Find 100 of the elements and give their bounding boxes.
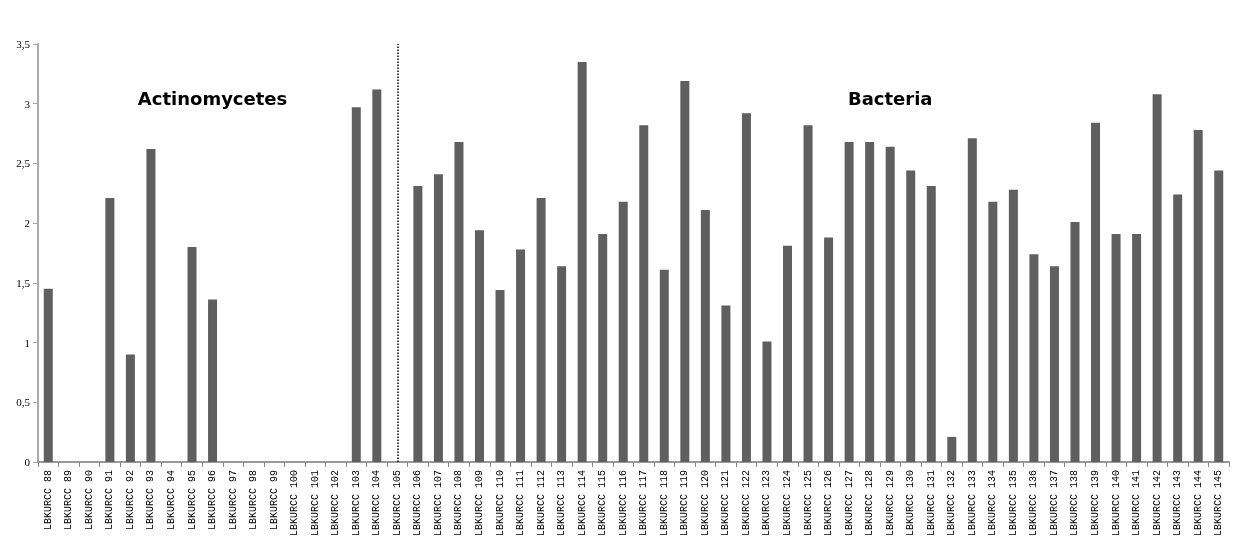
x-tick-label: LBKURCC 131 [925,470,937,537]
bar [125,354,135,462]
bar [433,174,443,462]
bar [495,290,505,462]
bar [1049,266,1059,462]
x-tick-label: LBKURCC 143 [1172,470,1184,537]
x-tick-label: LBKURCC 99 [268,470,280,531]
x-tick-label: LBKURCC 107 [432,470,444,537]
bar [1091,122,1101,462]
x-tick-label: LBKURCC 88 [42,470,54,531]
x-tick-label: LBKURCC 101 [309,470,321,537]
x-tick-label: LBKURCC 105 [391,470,403,537]
bar [1173,194,1183,462]
x-tick-label: LBKURCC 108 [453,470,465,537]
x-tick-label: LBKURCC 132 [946,470,958,537]
x-tick-label: LBKURCC 116 [617,470,629,537]
x-tick-label: LBKURCC 133 [966,470,978,537]
bar [721,305,731,462]
x-tick-label: LBKURCC 118 [658,470,670,537]
bar [372,89,382,462]
x-tick-label: LBKURCC 106 [412,470,424,537]
bar [947,436,957,462]
x-tick-label: LBKURCC 114 [576,470,588,537]
x-tick-label: LBKURCC 138 [1069,470,1081,537]
bar [598,233,608,462]
y-tick-label: 0 [24,456,31,468]
bar [680,81,690,462]
y-tick-label: 1,5 [16,276,31,289]
bar [618,201,628,462]
bar [413,186,423,462]
x-tick-label: LBKURCC 92 [124,470,136,531]
y-tick-label: 0,5 [16,396,31,409]
bar [700,210,710,462]
x-tick-label: LBKURCC 144 [1192,470,1204,537]
x-tick-label: LBKURCC 111 [515,470,527,537]
bar [577,61,587,462]
x-tick-label: LBKURCC 122 [740,470,752,537]
x-tick-label: LBKURCC 142 [1151,470,1163,537]
bar [1111,233,1121,462]
y-tick-label: 3 [24,97,31,110]
bar [1070,221,1080,462]
x-tick-label: LBKURCC 91 [104,470,116,531]
x-tick-label: LBKURCC 96 [207,470,219,531]
x-tick-label: LBKURCC 100 [289,470,301,537]
bar [844,141,854,462]
bar [557,266,567,462]
y-tick-label: 1 [24,336,30,349]
bar [1132,233,1142,462]
x-tick-label: LBKURCC 98 [248,470,260,531]
x-tick-label: LBKURCC 128 [864,470,876,537]
bar [1193,129,1203,462]
x-tick-label: LBKURCC 134 [987,470,999,537]
bar [865,141,875,462]
bar [885,146,895,462]
x-tick-label: LBKURCC 127 [843,470,855,537]
x-tick-label: LBKURCC 140 [1110,470,1122,537]
x-tick-label: LBKURCC 139 [1090,470,1102,537]
x-tick-label: LBKURCC 102 [330,470,342,537]
bar [906,170,916,462]
x-tick-label: LBKURCC 94 [165,470,177,531]
bar [208,299,218,462]
bar [105,198,115,462]
x-tick-label: LBKURCC 112 [535,470,547,537]
bar [43,288,53,462]
bar [454,141,464,462]
x-tick-label: LBKURCC 124 [782,470,794,537]
x-tick-label: LBKURCC 104 [371,470,383,537]
x-tick-label: LBKURCC 120 [699,470,711,537]
x-tick-label: LBKURCC 113 [556,470,568,537]
bar [988,201,998,462]
x-tick-label: LBKURCC 136 [1028,470,1040,537]
x-tick-label: LBKURCC 135 [1007,470,1019,537]
bar [762,341,772,462]
bar [659,269,669,462]
x-tick-label: LBKURCC 125 [802,470,814,537]
annotation: Actinomycetes [137,87,288,109]
x-tick-label: LBKURCC 121 [720,470,732,537]
x-tick-label: LBKURCC 115 [597,470,609,537]
x-tick-label: LBKURCC 109 [473,470,485,537]
x-tick-label: LBKURCC 90 [83,470,95,531]
x-tick-label: LBKURCC 141 [1131,470,1143,537]
annotation: Bacteria [847,87,933,109]
x-tick-label: LBKURCC 129 [884,470,896,537]
bar [146,149,156,462]
bar [516,249,526,462]
bar [824,237,834,462]
x-tick-label: LBKURCC 137 [1048,470,1060,537]
y-tick-label: 3,5 [16,38,31,50]
x-tick-label: LBKURCC 130 [905,470,917,537]
bar [1029,254,1039,462]
bar [926,186,936,462]
x-tick-label: LBKURCC 123 [761,470,773,537]
bar [639,125,649,462]
bar [967,138,977,462]
x-tick-label: LBKURCC 119 [679,470,691,537]
x-tick-label: LBKURCC 145 [1213,470,1225,537]
x-tick-label: LBKURCC 110 [494,470,506,537]
bar [474,230,484,462]
bar [351,107,361,462]
x-tick-label: LBKURCC 93 [145,470,157,531]
